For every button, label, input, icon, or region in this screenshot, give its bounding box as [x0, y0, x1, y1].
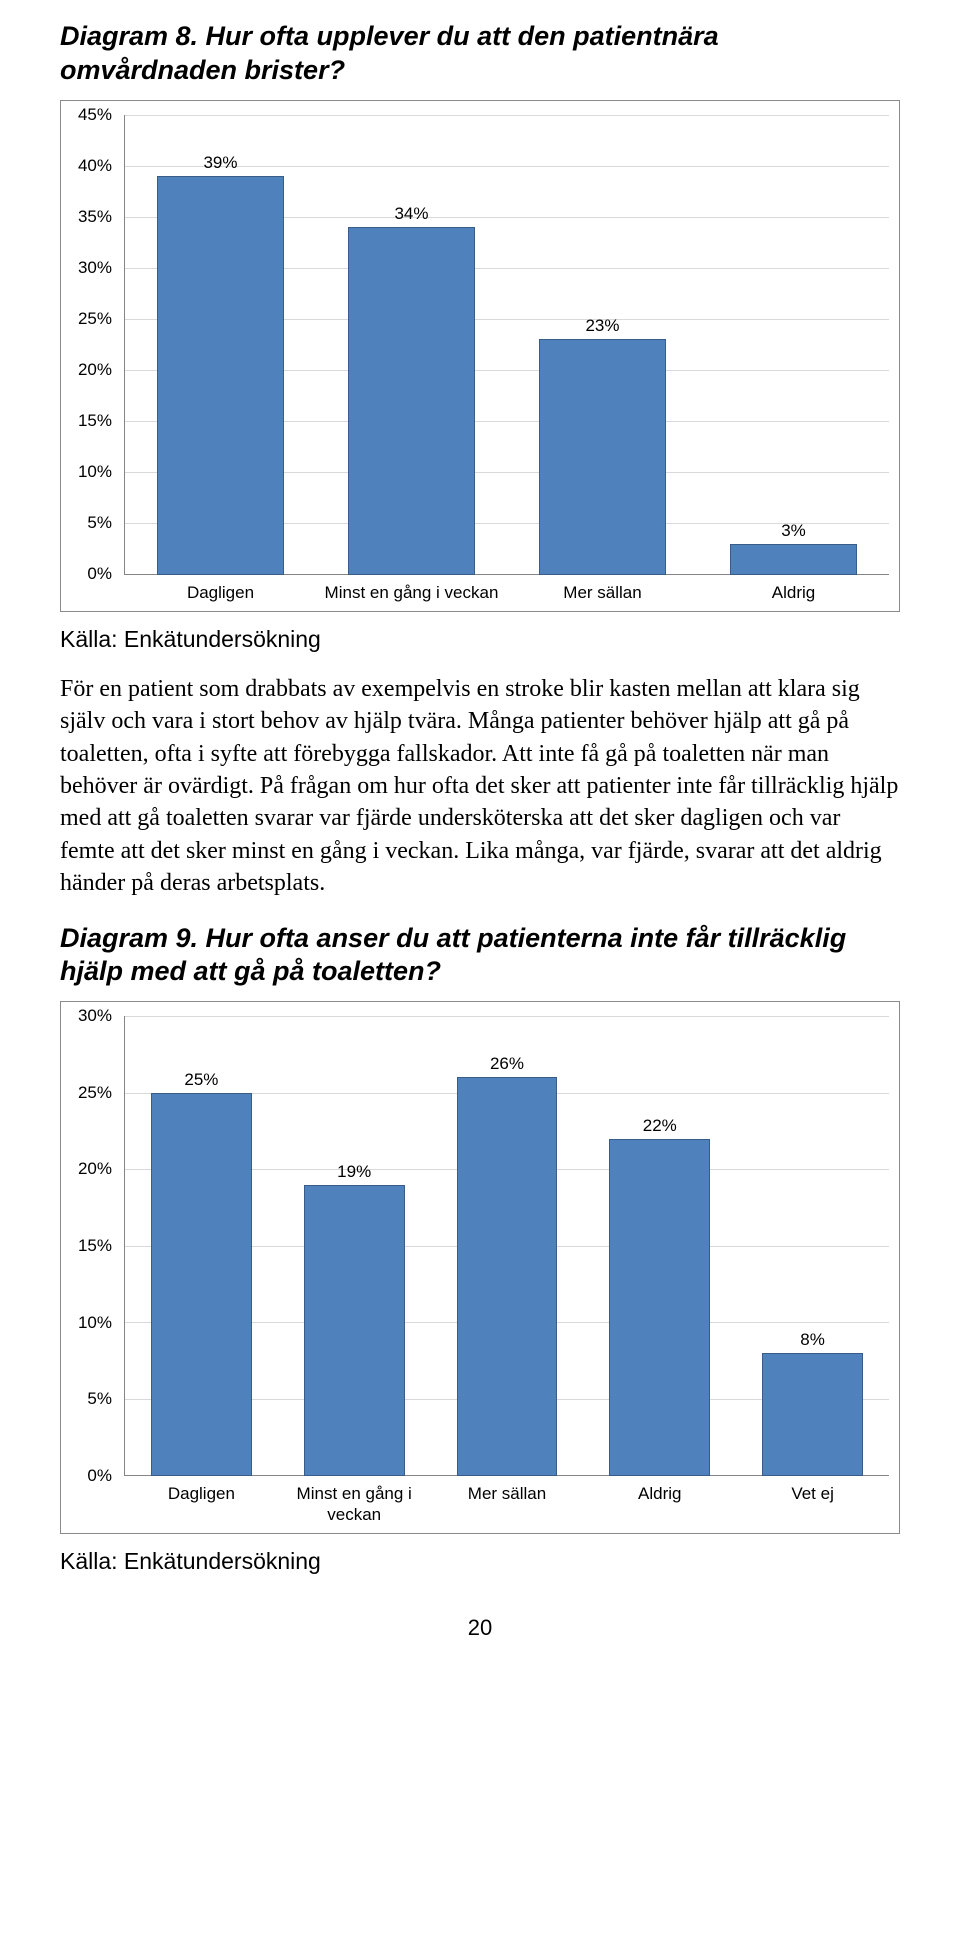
bar-slot: 19%	[278, 1016, 431, 1476]
diagram8-plot: 39% 34% 23% 3%	[125, 115, 889, 575]
bar-slot: 26%	[431, 1016, 584, 1476]
diagram8-x-axis: DagligenMinst en gång i veckanMer sällan…	[125, 575, 889, 603]
bar-value-label: 22%	[643, 1116, 677, 1136]
bar-value-label: 39%	[203, 153, 237, 173]
bar-value-label: 26%	[490, 1054, 524, 1074]
diagram9-x-axis: DagligenMinst en gång iveckanMer sällanA…	[125, 1476, 889, 1525]
x-label: Dagligen	[125, 1484, 278, 1525]
x-label: Aldrig	[698, 583, 889, 603]
bar-value-label: 19%	[337, 1162, 371, 1182]
page-number: 20	[60, 1615, 900, 1641]
bar-slot: 34%	[316, 115, 507, 575]
diagram9-chart: 0%5%10%15%20%25%30% 25% 19% 26% 22% 8% Dagli…	[60, 1001, 900, 1534]
x-label: Aldrig	[583, 1484, 736, 1525]
bar-slot: 23%	[507, 115, 698, 575]
diagram8-source: Källa: Enkätundersökning	[60, 626, 900, 653]
diagram9-bars: 25% 19% 26% 22% 8%	[125, 1016, 889, 1476]
bar-slot: 8%	[736, 1016, 889, 1476]
x-label: Minst en gång i veckan	[316, 583, 507, 603]
bar: 3%	[730, 544, 856, 575]
diagram8-title: Diagram 8. Hur ofta upplever du att den …	[60, 20, 900, 88]
bar: 39%	[157, 176, 283, 575]
x-label: Mer sällan	[507, 583, 698, 603]
diagram9-title: Diagram 9. Hur ofta anser du att patient…	[60, 922, 900, 990]
x-label: Minst en gång iveckan	[278, 1484, 431, 1525]
x-label: Dagligen	[125, 583, 316, 603]
bar: 25%	[151, 1093, 252, 1476]
x-label: Mer sällan	[431, 1484, 584, 1525]
bar-slot: 25%	[125, 1016, 278, 1476]
bar: 22%	[609, 1139, 710, 1476]
body-paragraph: För en patient som drabbats av exempelvi…	[60, 673, 900, 900]
bar-value-label: 34%	[394, 204, 428, 224]
bar-value-label: 8%	[800, 1330, 825, 1350]
bar-value-label: 25%	[184, 1070, 218, 1090]
diagram8-y-axis: 0%5%10%15%20%25%30%35%40%45%	[71, 115, 125, 575]
bar-slot: 39%	[125, 115, 316, 575]
bar: 19%	[304, 1185, 405, 1476]
diagram8-bars: 39% 34% 23% 3%	[125, 115, 889, 575]
diagram8-chart: 0%5%10%15%20%25%30%35%40%45% 39% 34% 23% 3%…	[60, 100, 900, 612]
bar-slot: 3%	[698, 115, 889, 575]
diagram9-y-axis: 0%5%10%15%20%25%30%	[71, 1016, 125, 1476]
bar: 23%	[539, 339, 665, 574]
diagram9-plot: 25% 19% 26% 22% 8%	[125, 1016, 889, 1476]
bar-value-label: 3%	[781, 521, 806, 541]
diagram8-plot-row: 0%5%10%15%20%25%30%35%40%45% 39% 34% 23% 3%	[71, 115, 889, 575]
diagram9-source: Källa: Enkätundersökning	[60, 1548, 900, 1575]
diagram9-plot-row: 0%5%10%15%20%25%30% 25% 19% 26% 22% 8%	[71, 1016, 889, 1476]
bar: 26%	[457, 1077, 558, 1476]
bar: 34%	[348, 227, 474, 575]
bar-value-label: 23%	[585, 316, 619, 336]
bar-slot: 22%	[583, 1016, 736, 1476]
x-label: Vet ej	[736, 1484, 889, 1525]
bar: 8%	[762, 1353, 863, 1476]
